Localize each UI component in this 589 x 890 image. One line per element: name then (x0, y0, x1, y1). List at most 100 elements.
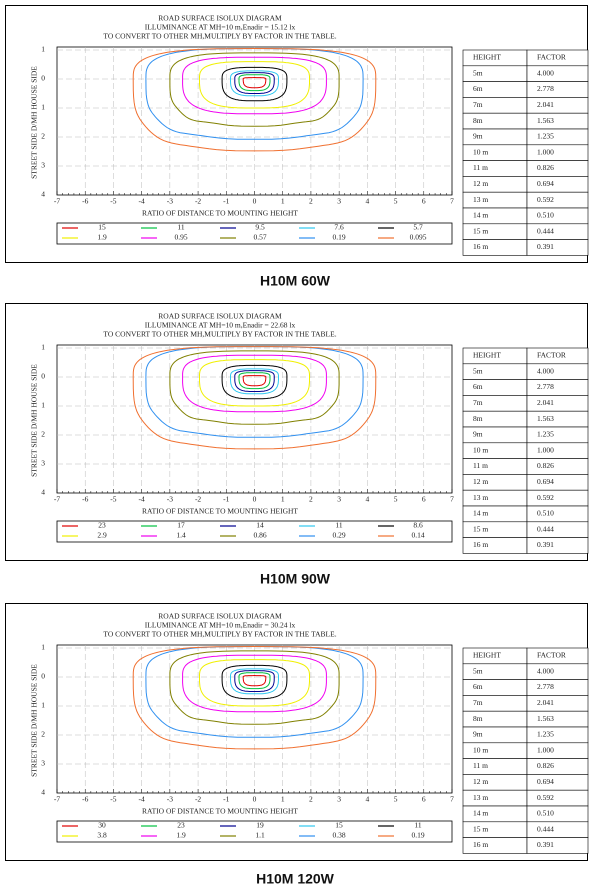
legend-label: 11 (177, 223, 184, 232)
x-tick-label: -6 (82, 795, 88, 804)
legend-label: 5.7 (413, 223, 423, 232)
table-value: 5m (473, 366, 483, 375)
table-value: 1.000 (537, 445, 554, 454)
table-value: 0.391 (537, 242, 554, 251)
isolux-contour (221, 364, 288, 400)
legend-label: 23 (177, 821, 185, 830)
table-value: 2.041 (537, 398, 554, 407)
table-value: 0.694 (537, 179, 554, 188)
isolux-contour (234, 370, 275, 392)
x-tick-label: 7 (450, 795, 454, 804)
table-value: 0.826 (537, 163, 554, 172)
table-cell (526, 239, 589, 256)
isolux-contour (242, 375, 267, 387)
x-tick-label: 6 (422, 197, 426, 206)
x-tick-label: 0 (253, 495, 257, 504)
table-value: 0.592 (537, 493, 554, 502)
table-value: 5m (473, 68, 483, 77)
table-value: 1.235 (537, 730, 554, 739)
legend-label: 3.8 (97, 831, 107, 840)
table-header: FACTOR (537, 351, 566, 360)
x-tick-label: -1 (223, 495, 229, 504)
x-tick-label: -4 (139, 197, 145, 206)
table-cell (526, 537, 589, 554)
legend-label: 1.9 (176, 831, 186, 840)
table-value: 1.563 (537, 414, 554, 423)
table-value: 2.041 (537, 698, 554, 707)
table-value: 8m (473, 714, 483, 723)
table-value: 15 m (473, 226, 488, 235)
diagram-title: ILLUMINANCE AT MH=10 m,Enadir = 22.68 lx (145, 321, 296, 330)
y-tick-label: 2 (41, 132, 45, 141)
legend-label: 0.095 (410, 233, 427, 242)
isolux-contour (234, 72, 275, 94)
table-value: 0.694 (537, 477, 554, 486)
table-value: 0.510 (537, 809, 554, 818)
x-tick-label: 2 (309, 495, 313, 504)
x-tick-label: -7 (54, 495, 60, 504)
y-tick-label: 1 (41, 45, 45, 54)
table-value: 6m (473, 382, 483, 391)
table-value: 13 m (473, 493, 488, 502)
x-tick-label: -1 (223, 795, 229, 804)
y-axis-label: STREET SIDE D/MH HOUSE SIDE (30, 664, 39, 777)
legend-label: 8.6 (413, 521, 423, 530)
table-value: 10 m (473, 445, 488, 454)
table-header: FACTOR (537, 651, 566, 660)
table-value: 2.778 (537, 84, 554, 93)
x-tick-label: 4 (365, 495, 369, 504)
isolux-contour (199, 61, 310, 109)
x-tick-label: 7 (450, 197, 454, 206)
isolux-contour (230, 70, 279, 97)
y-tick-label: 2 (41, 730, 45, 739)
table-header: HEIGHT (473, 651, 501, 660)
table-value: 15 m (473, 824, 488, 833)
table-value: 1.000 (537, 745, 554, 754)
table-value: 15 m (473, 524, 488, 533)
x-tick-label: 6 (422, 495, 426, 504)
table-value: 9m (473, 430, 483, 439)
diagram-title: ROAD SURFACE ISOLUX DIAGRAM (158, 14, 282, 23)
table-value: 0.391 (537, 840, 554, 849)
table-value: 0.826 (537, 461, 554, 470)
legend-label: 2.9 (97, 531, 107, 540)
isolux-contour (182, 354, 327, 413)
table-value: 13 m (473, 793, 488, 802)
table-value: 12 m (473, 477, 488, 486)
x-tick-label: -6 (82, 495, 88, 504)
legend-label: 1.1 (255, 831, 265, 840)
table-value: 16 m (473, 540, 488, 549)
table-value: 16 m (473, 840, 488, 849)
table-value: 0.510 (537, 211, 554, 220)
x-tick-label: 3 (337, 197, 341, 206)
diagram-title: TO CONVERT TO OTHER MH,MULTIPLY BY FACTO… (103, 330, 336, 339)
x-axis-label: RATIO OF DISTANCE TO MOUNTING HEIGHT (142, 209, 298, 218)
isolux-contour (230, 368, 279, 395)
y-tick-label: 1 (41, 701, 45, 710)
x-tick-label: 7 (450, 495, 454, 504)
isolux-contour (145, 346, 364, 438)
y-tick-label: 0 (41, 372, 45, 381)
x-tick-label: 3 (337, 495, 341, 504)
table-value: 0.694 (537, 777, 554, 786)
legend-label: 0.86 (253, 531, 266, 540)
legend-label: 0.95 (174, 233, 187, 242)
legend-label: 0.38 (332, 831, 345, 840)
legend-label: 9.5 (255, 223, 265, 232)
legend-label: 23 (98, 521, 106, 530)
table-header: FACTOR (537, 53, 566, 62)
isolux-contour (182, 654, 327, 713)
x-tick-label: 6 (422, 795, 426, 804)
table-value: 4.000 (537, 68, 554, 77)
table-value: 6m (473, 682, 483, 691)
x-tick-label: 1 (281, 495, 285, 504)
table-value: 1.235 (537, 132, 554, 141)
legend-label: 1.4 (176, 531, 186, 540)
table-cell (526, 837, 589, 854)
table-value: 11 m (473, 461, 488, 470)
x-tick-label: -1 (223, 197, 229, 206)
table-value: 2.041 (537, 100, 554, 109)
isolux-contour (132, 645, 377, 750)
